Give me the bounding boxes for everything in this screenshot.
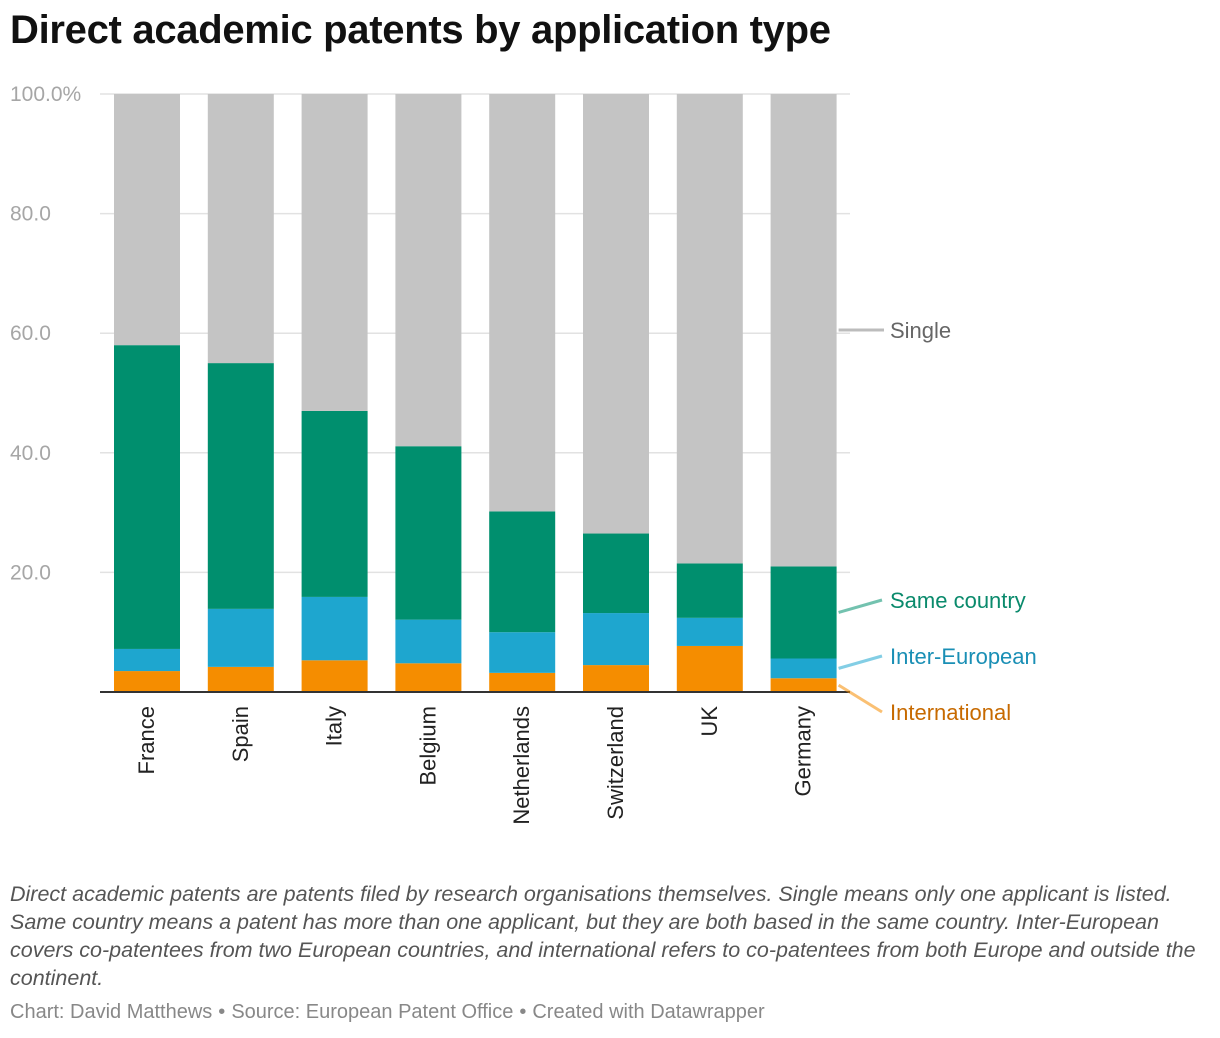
bar-inter-european xyxy=(207,608,274,667)
bar-same-country xyxy=(676,563,743,618)
bar-same-country xyxy=(395,446,462,620)
chart-title: Direct academic patents by application t… xyxy=(10,8,831,52)
bar-inter-european xyxy=(395,619,462,664)
legend-label-single: Single xyxy=(890,318,951,343)
bar-international xyxy=(676,645,743,692)
leader-line-international xyxy=(837,683,883,714)
credit-author: Chart: David Matthews xyxy=(10,1001,213,1023)
y-tick-label: 20.0 xyxy=(10,561,51,584)
bar-same-country xyxy=(114,345,180,649)
credit-separator: • xyxy=(218,1001,226,1023)
credit-separator: • xyxy=(519,1001,527,1023)
bar-single xyxy=(770,94,837,567)
bar-inter-european xyxy=(489,632,556,673)
x-tick-label: Germany xyxy=(791,706,816,796)
legend-label-inter-european: Inter-European xyxy=(890,644,1037,669)
bar-same-country xyxy=(301,410,368,597)
bar-same-country xyxy=(207,363,274,609)
x-tick-label: Italy xyxy=(322,706,347,746)
bar-inter-european xyxy=(301,596,368,661)
bar-international xyxy=(301,660,368,692)
chart-note: Direct academic patents are patents file… xyxy=(10,882,1196,990)
x-tick-label: France xyxy=(134,706,159,774)
y-tick-label: 80.0 xyxy=(10,203,51,226)
x-tick-label: Switzerland xyxy=(603,706,628,820)
bar-same-country xyxy=(583,533,649,614)
bar-same-country xyxy=(489,511,556,633)
chart-credits: Chart: David Matthews • Source: European P… xyxy=(10,1001,765,1024)
x-tick-label: UK xyxy=(697,706,722,737)
credit-source: Source: European Patent Office xyxy=(231,1001,514,1023)
stacked-bar-chart: 100.0% 80.0 60.0 40.0 20.0 France Spain Italy Be… xyxy=(10,83,1037,825)
bar-international xyxy=(583,665,649,692)
bar-international xyxy=(770,678,837,692)
legend-label-same-country: Same country xyxy=(890,588,1026,613)
bar-single xyxy=(583,94,649,534)
bar-single xyxy=(395,94,462,447)
legend-label-international: International xyxy=(890,700,1011,725)
bar-international xyxy=(114,671,180,692)
bar-inter-european xyxy=(770,658,837,679)
leader-line-same-country xyxy=(838,598,883,614)
y-tick-label: 60.0 xyxy=(10,322,51,345)
x-tick-label: Spain xyxy=(228,706,253,762)
bar-single xyxy=(114,94,180,346)
bar-single xyxy=(301,94,368,411)
bar-single xyxy=(489,94,556,512)
bar-inter-european xyxy=(114,648,180,672)
bar-international xyxy=(395,663,462,692)
bar-single xyxy=(676,94,743,564)
bar-international xyxy=(489,672,556,692)
y-tick-label: 40.0 xyxy=(10,442,51,465)
bar-international xyxy=(207,666,274,692)
credit-tool: Created with Datawrapper xyxy=(532,1001,765,1023)
x-tick-label: Belgium xyxy=(415,706,440,785)
bar-inter-european xyxy=(676,617,743,646)
bar-same-country xyxy=(770,566,837,659)
x-tick-label: Netherlands xyxy=(509,706,534,825)
bar-single xyxy=(207,94,274,364)
bar-inter-european xyxy=(583,613,649,666)
leader-line-inter-european xyxy=(838,654,883,670)
y-tick-label: 100.0% xyxy=(10,83,81,106)
